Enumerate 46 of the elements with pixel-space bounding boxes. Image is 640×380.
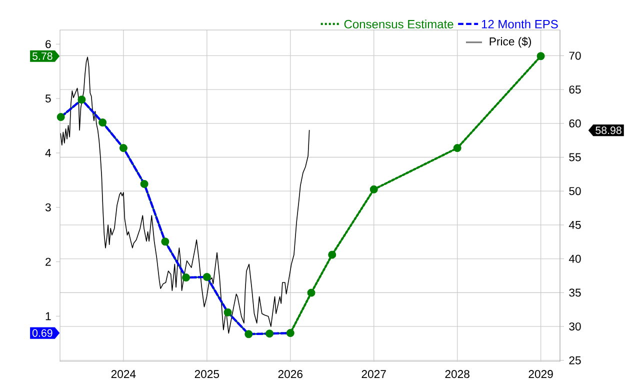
y2-tick-label: 50 [569, 187, 581, 196]
text: 0.69 [32, 329, 52, 337]
point [119, 144, 128, 152]
y-tick-label: 3 [45, 203, 51, 212]
point [140, 180, 148, 188]
point [266, 330, 274, 338]
y-tick-label: 4 [45, 149, 51, 157]
text: 5.78 [32, 52, 52, 60]
y2-tick-label: 65 [569, 86, 581, 94]
point [453, 144, 462, 152]
point [536, 52, 545, 60]
legend-label: Consensus Estimate [344, 20, 454, 28]
y2-tick-label: 25 [569, 356, 581, 364]
text: Price ($) [490, 36, 532, 48]
point [182, 274, 190, 282]
y-tick-label: 5 [45, 94, 51, 102]
y2-tick-label: 30 [569, 322, 581, 330]
x-tick-label: 2024 [111, 370, 136, 378]
legend-label: 12 Month EPS [482, 20, 558, 28]
line-series [60, 56, 310, 334]
text: 58.98 [596, 126, 622, 134]
point [202, 273, 211, 282]
point [286, 329, 294, 338]
point [370, 185, 378, 194]
y-tick-label: 6 [46, 40, 51, 48]
x-tick-label: 2027 [362, 370, 386, 378]
point [244, 330, 253, 338]
y-tick-label: 1 [46, 312, 51, 320]
point [307, 288, 316, 297]
y2-tick-label: 35 [569, 288, 581, 297]
x-tick-label: 2029 [528, 370, 553, 378]
point [224, 308, 232, 316]
y2-tick-label: 55 [569, 153, 581, 162]
y2-tick-label: 45 [568, 220, 581, 229]
point [56, 113, 65, 122]
y2-tick-label: 60 [569, 119, 581, 128]
y-tick-label: 2 [46, 258, 51, 266]
point [161, 238, 170, 246]
point [328, 250, 336, 259]
x-tick-label: 2026 [278, 370, 302, 378]
point [98, 118, 107, 126]
y2-tick-label: 70 [569, 52, 581, 60]
x-tick-label: 2025 [194, 370, 220, 378]
x-tick-label: 2028 [445, 370, 470, 378]
y2-tick-label: 40 [568, 254, 581, 263]
point [78, 96, 86, 104]
